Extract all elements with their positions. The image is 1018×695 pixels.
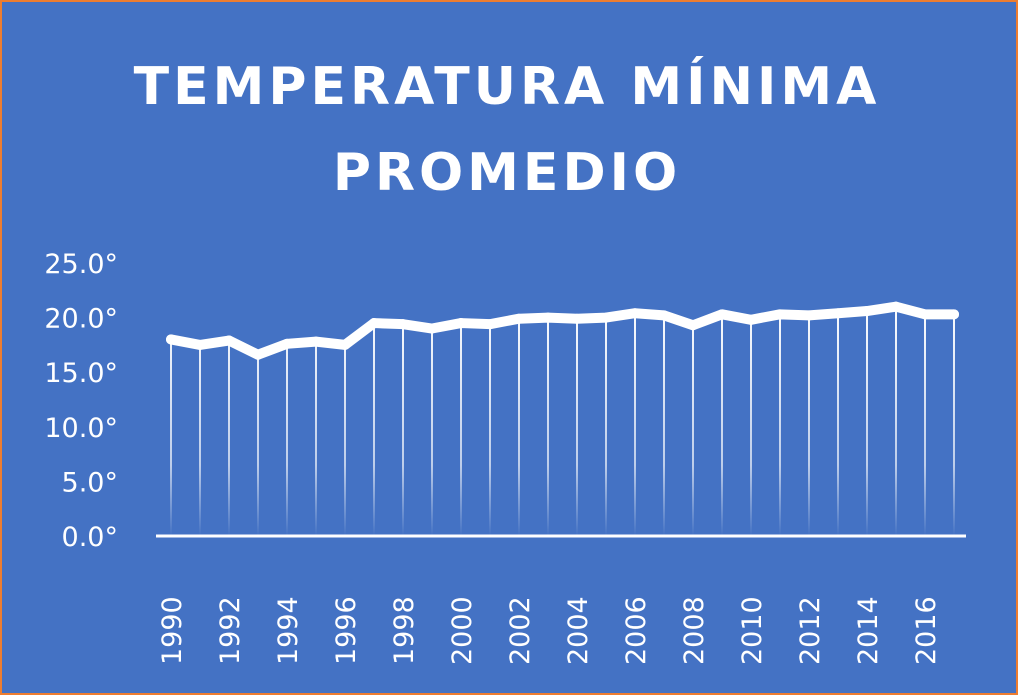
data-point (398, 319, 408, 330)
data-point (369, 318, 379, 329)
data-point (804, 310, 814, 321)
x-tick-label: 1998 (389, 596, 420, 665)
x-tick-label: 2016 (911, 596, 942, 665)
data-point (833, 308, 843, 319)
data-point (485, 319, 495, 330)
data-point (543, 312, 553, 323)
data-point (630, 308, 640, 319)
x-tick-label: 2006 (621, 596, 652, 665)
x-tick-label: 1992 (215, 596, 246, 665)
y-tick-label: 10.0° (44, 413, 118, 444)
x-tick-label: 2012 (795, 596, 826, 665)
data-point (195, 339, 205, 350)
chart-title-line-1: TEMPERATURA MÍNIMA (133, 57, 881, 117)
data-point (775, 309, 785, 320)
data-point (282, 338, 292, 349)
data-point (949, 309, 959, 320)
x-tick-label: 1994 (273, 596, 304, 665)
x-tick-label: 2002 (505, 596, 536, 665)
x-tick-label: 1996 (331, 596, 362, 665)
data-point (891, 301, 901, 312)
data-point (253, 349, 263, 360)
data-point (427, 323, 437, 334)
drop-lines (170, 306, 955, 536)
x-axis-ticks: 1990 1992 1994 1996 1998 2000 2002 2004 2006 2008… (157, 596, 942, 665)
data-point (717, 309, 727, 320)
data-points (166, 301, 959, 360)
data-point (340, 339, 350, 350)
data-point (572, 313, 582, 324)
x-tick-label: 2000 (447, 596, 478, 665)
data-point (456, 318, 466, 329)
x-tick-label: 2008 (679, 596, 710, 665)
y-tick-label: 25.0° (44, 249, 118, 280)
x-tick-label: 2004 (563, 596, 594, 665)
x-tick-label: 2014 (853, 596, 884, 665)
data-point (514, 313, 524, 324)
x-tick-label: 2010 (737, 596, 768, 665)
data-point (920, 309, 930, 320)
series-line (166, 301, 959, 360)
data-point (746, 314, 756, 325)
data-point (166, 334, 176, 345)
data-point (311, 336, 321, 347)
x-tick-label: 1990 (157, 596, 188, 665)
data-point (862, 306, 872, 317)
data-point (224, 335, 234, 346)
chart-title-line-2: PROMEDIO (332, 143, 682, 203)
y-tick-label: 20.0° (44, 304, 118, 335)
chart-title: TEMPERATURA MÍNIMA PROMEDIO (0, 44, 1014, 216)
data-point (601, 312, 611, 323)
y-tick-label: 0.0° (62, 522, 118, 553)
y-tick-label: 15.0° (44, 358, 118, 389)
y-tick-label: 5.0° (62, 467, 118, 498)
y-axis-ticks: 0.0° 5.0° 10.0° 15.0° 20.0° 25.0° (44, 249, 118, 553)
data-point (659, 310, 669, 321)
data-point (688, 320, 698, 331)
